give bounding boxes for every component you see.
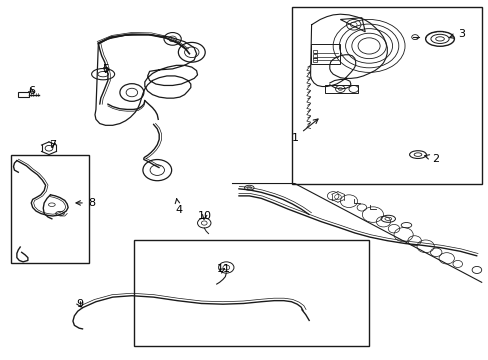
Text: 10: 10 xyxy=(197,211,211,221)
Text: 2: 2 xyxy=(424,154,439,164)
Text: 3: 3 xyxy=(448,28,464,39)
Bar xyxy=(134,240,368,346)
Text: 11: 11 xyxy=(217,264,231,274)
Text: 6: 6 xyxy=(28,86,35,96)
Bar xyxy=(325,85,357,93)
Text: 8: 8 xyxy=(76,198,95,208)
Bar xyxy=(312,54,317,58)
Text: 9: 9 xyxy=(76,299,83,309)
Text: 7: 7 xyxy=(49,140,56,150)
Bar xyxy=(312,58,317,62)
Text: 4: 4 xyxy=(175,199,182,215)
Bar xyxy=(292,7,481,184)
Bar xyxy=(310,44,340,64)
Text: 1: 1 xyxy=(291,119,317,143)
Text: 5: 5 xyxy=(102,64,109,74)
Bar xyxy=(312,50,317,53)
Bar xyxy=(11,155,89,263)
